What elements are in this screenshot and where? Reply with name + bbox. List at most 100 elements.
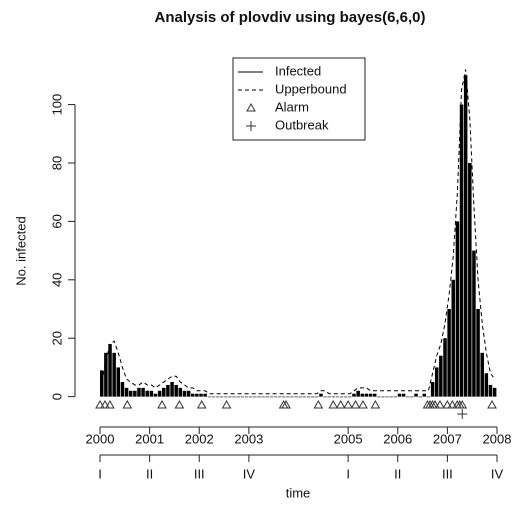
- bar: [418, 396, 422, 398]
- x2-tick-label: II: [394, 466, 401, 481]
- bar: [157, 390, 162, 397]
- bar: [195, 393, 199, 397]
- bar: [133, 390, 137, 397]
- bar: [215, 396, 220, 398]
- x-tick-label: 2007: [433, 431, 462, 446]
- alarm-marker: [358, 399, 368, 409]
- bar: [174, 384, 178, 397]
- bar: [232, 396, 236, 398]
- bar: [414, 393, 418, 397]
- x-tick-label: 2005: [334, 431, 363, 446]
- bar: [211, 396, 216, 398]
- bar: [100, 370, 104, 397]
- bar: [422, 393, 427, 397]
- alarm-marker: [335, 399, 346, 409]
- bar: [331, 396, 336, 398]
- bar: [492, 387, 497, 397]
- bar: [112, 352, 116, 397]
- bar: [281, 396, 286, 398]
- outbreak-marker: [457, 409, 468, 419]
- bar: [257, 396, 261, 398]
- alarm-marker: [221, 399, 232, 409]
- bar: [348, 396, 352, 398]
- bar: [360, 393, 365, 397]
- x2-tick-label: I: [346, 466, 350, 481]
- bar: [170, 382, 174, 397]
- alarm-marker: [281, 399, 291, 409]
- alarm-marker: [157, 399, 167, 409]
- bar: [381, 396, 385, 398]
- legend-symbol: [246, 121, 256, 131]
- y-tick-label: 80: [49, 156, 64, 170]
- y-tick-label: 100: [49, 94, 64, 116]
- bar: [310, 396, 315, 398]
- bar: [182, 390, 187, 397]
- bar: [153, 393, 158, 397]
- y-tick-label: 20: [49, 331, 64, 345]
- y-tick-label: 40: [49, 273, 64, 287]
- bar: [443, 338, 447, 397]
- bar: [372, 393, 377, 397]
- alarm-marker: [105, 399, 115, 409]
- legend-symbol: [246, 102, 256, 112]
- y-tick-label: 0: [49, 393, 64, 400]
- bar: [236, 396, 240, 398]
- legend-label: Infected: [275, 63, 321, 78]
- alarm-marker: [487, 399, 497, 409]
- bar: [434, 367, 439, 397]
- bar: [488, 384, 493, 397]
- bar: [244, 396, 249, 398]
- legend-label: Upperbound: [275, 81, 347, 96]
- bar: [439, 355, 443, 397]
- alarm-marker: [313, 399, 324, 409]
- bar: [306, 396, 311, 398]
- bar: [128, 390, 133, 397]
- bar: [248, 396, 253, 398]
- bar: [463, 75, 468, 397]
- bar: [265, 396, 269, 398]
- x2-tick-label: III: [442, 466, 453, 481]
- alarm-marker: [196, 399, 207, 409]
- bar: [294, 396, 298, 398]
- bar: [389, 396, 393, 398]
- bar: [207, 396, 212, 398]
- bar: [385, 396, 389, 398]
- bar: [344, 396, 348, 398]
- legend-label: Outbreak: [275, 117, 329, 132]
- bar: [178, 387, 183, 397]
- y-axis-label: No. infected: [13, 216, 28, 285]
- bar: [335, 396, 340, 398]
- bar: [224, 396, 228, 398]
- x-axis-label: time: [286, 485, 311, 500]
- bar: [356, 390, 360, 397]
- bar: [484, 373, 489, 397]
- bar: [145, 390, 150, 397]
- x2-tick-label: II: [146, 466, 153, 481]
- bar: [430, 382, 435, 397]
- bar: [339, 396, 344, 398]
- bar: [240, 396, 245, 398]
- bar: [203, 393, 207, 397]
- bar: [406, 396, 410, 398]
- bar: [219, 396, 224, 398]
- x-tick-label: 2008: [483, 431, 512, 446]
- bar: [162, 387, 166, 397]
- bar: [476, 309, 480, 397]
- bar: [410, 396, 414, 398]
- bar: [451, 279, 455, 397]
- bar: [286, 396, 290, 398]
- bar: [319, 393, 323, 397]
- bar: [149, 390, 154, 397]
- bar: [302, 396, 307, 398]
- bar: [298, 396, 303, 398]
- alarm-marker: [370, 399, 381, 409]
- bar: [315, 396, 319, 398]
- bar: [426, 396, 431, 398]
- alarm-marker: [442, 399, 453, 409]
- x-tick-label: 2001: [135, 431, 164, 446]
- alarm-marker: [95, 399, 105, 409]
- bar: [190, 393, 195, 397]
- x-tick-label: 2003: [234, 431, 263, 446]
- bar: [480, 352, 484, 397]
